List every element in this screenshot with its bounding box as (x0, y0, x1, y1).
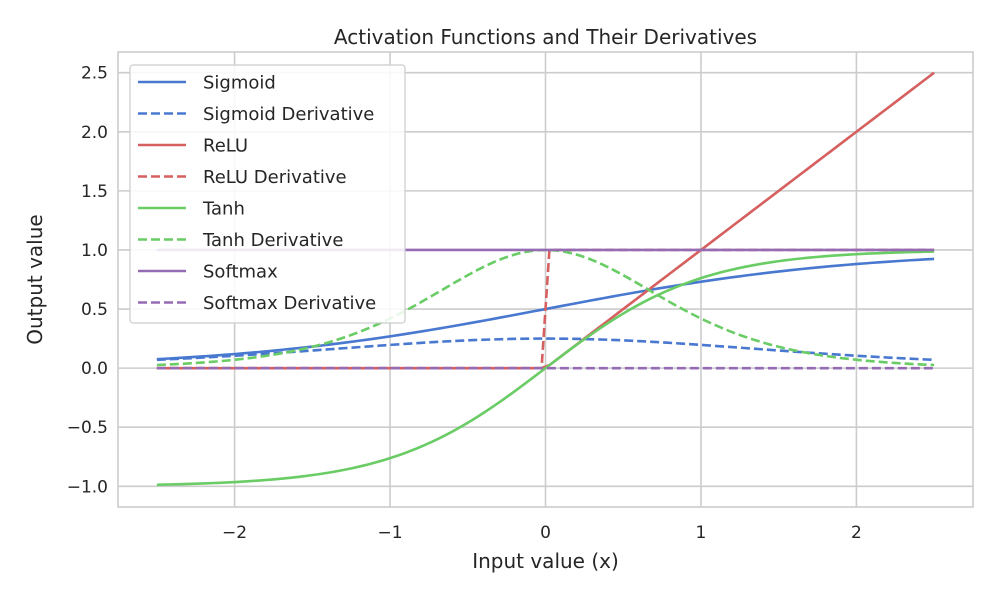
x-tick-label: −2 (222, 523, 247, 543)
y-tick-label: 2.5 (81, 64, 108, 84)
plot-frame (117, 51, 974, 508)
y-tick-label: 0.0 (81, 359, 108, 379)
series-tanh (156, 250, 935, 487)
y-tick-label: 2.0 (81, 123, 108, 143)
y-tick-label: 1.0 (81, 241, 108, 261)
y-tick-label: 1.5 (81, 182, 108, 202)
legend-box (129, 64, 406, 324)
tick-labels: −2 −1 0 1 2 −1.0 −0.5 0.0 0.5 1.0 1.5 2.0 2.5 (67, 64, 862, 543)
legend-label: Sigmoid Derivative (203, 104, 374, 125)
chart-title: Activation Functions and Their Derivativ… (334, 25, 757, 49)
legend-label: Tanh Derivative (202, 230, 343, 251)
legend-label: Tanh (202, 199, 245, 220)
x-tick-label: 2 (851, 523, 862, 543)
y-axis-label: Output value (23, 214, 47, 344)
legend-label: ReLU (203, 136, 248, 157)
legend-label: ReLU Derivative (203, 167, 347, 188)
x-tick-label: 0 (540, 523, 551, 543)
y-tick-label: −1.0 (67, 477, 108, 497)
x-axis-label: Input value (x) (472, 549, 619, 573)
legend-label: Softmax Derivative (203, 293, 376, 314)
legend: Sigmoid Sigmoid Derivative ReLU ReLU Deriva… (129, 64, 406, 324)
y-tick-label: −0.5 (67, 418, 108, 438)
legend-label: Sigmoid (203, 73, 276, 94)
legend-label: Softmax (203, 262, 278, 283)
y-tick-label: 0.5 (81, 300, 108, 320)
x-tick-label: 1 (696, 523, 707, 543)
series-lines (156, 71, 935, 487)
x-tick-label: −1 (378, 523, 403, 543)
